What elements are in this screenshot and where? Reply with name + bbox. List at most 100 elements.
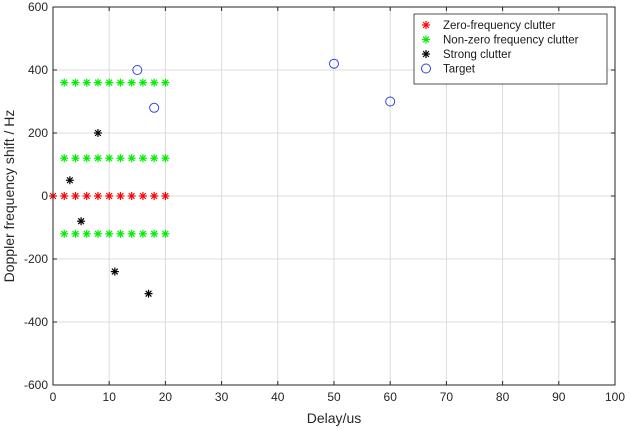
zero-frequency-clutter-point — [127, 192, 136, 200]
marker-stroke — [162, 154, 169, 162]
marker-stroke — [105, 79, 113, 86]
target-point — [329, 58, 339, 69]
non-zero-frequency-clutter-point — [127, 229, 136, 238]
marker-stroke — [94, 230, 102, 238]
marker-stroke — [150, 154, 158, 162]
non-zero-frequency-clutter-point — [150, 229, 159, 238]
non-zero-frequency-clutter-point — [60, 229, 69, 238]
marker-stroke — [128, 79, 135, 86]
non-zero-frequency-clutter-point — [93, 229, 102, 238]
y-tick-label: 600 — [28, 0, 48, 14]
y-tick-label: 0 — [41, 189, 48, 203]
legend-zero-frequency-clutter-label: Zero-frequency clutter — [443, 20, 556, 32]
x-tick-label: 20 — [159, 390, 173, 404]
zero-frequency-clutter-point — [116, 192, 125, 200]
zero-frequency-clutter-point — [161, 192, 170, 200]
legend-strong-clutter-marker — [422, 50, 430, 58]
x-tick-label: 30 — [215, 390, 229, 404]
marker-stroke — [117, 154, 124, 162]
marker-stroke — [60, 154, 68, 162]
strong-clutter-point — [65, 176, 74, 185]
marker-stroke — [66, 176, 74, 184]
zero-frequency-clutter-point — [60, 192, 69, 200]
marker-stroke — [105, 192, 113, 200]
non-zero-frequency-clutter-point — [127, 78, 136, 87]
x-tick-label: 90 — [552, 390, 566, 404]
marker-stroke — [105, 230, 113, 238]
strong-clutter-point — [93, 129, 102, 137]
zero-frequency-clutter-point — [105, 192, 114, 200]
marker-stroke — [94, 154, 102, 162]
marker-stroke — [162, 79, 169, 86]
legend-zero-frequency-clutter-marker — [422, 21, 430, 29]
marker-stroke — [150, 192, 158, 200]
legend-target-marker — [421, 63, 431, 74]
non-zero-frequency-clutter-point — [138, 78, 147, 87]
marker-stroke — [72, 192, 79, 200]
marker-stroke — [60, 79, 68, 86]
legend-non-zero-frequency-clutter-label: Non-zero frequency clutter — [443, 35, 579, 47]
marker-stroke — [150, 230, 158, 238]
legend-target-label: Target — [443, 64, 476, 76]
legend: Zero-frequency clutter Non-zero frequency… — [413, 13, 608, 85]
zero-frequency-clutter-point — [82, 192, 91, 200]
marker-stroke — [94, 79, 102, 86]
x-tick-label: 70 — [440, 390, 454, 404]
marker-stroke — [139, 230, 147, 238]
target-point — [385, 96, 396, 107]
non-zero-frequency-clutter-point — [116, 229, 125, 238]
marker-stroke — [422, 36, 430, 43]
y-axis-title: Doppler frequency shift / Hz — [1, 110, 17, 283]
marker-stroke — [145, 290, 152, 297]
y-tick-label: 400 — [28, 63, 48, 77]
x-tick-label: 10 — [103, 390, 117, 404]
strong-clutter-point — [110, 267, 119, 276]
x-axis-title: Delay/us — [307, 410, 361, 426]
x-tick-label: 40 — [271, 390, 285, 404]
marker-stroke — [72, 154, 79, 162]
non-zero-frequency-clutter-point — [161, 78, 170, 87]
non-zero-frequency-clutter-point — [105, 154, 114, 163]
non-zero-frequency-clutter-point — [116, 78, 125, 87]
marker-stroke — [94, 192, 102, 200]
marker-stroke — [60, 192, 68, 200]
marker-stroke — [83, 230, 91, 238]
legend-box — [413, 13, 608, 85]
marker-stroke — [117, 192, 124, 200]
zero-frequency-clutter-point — [93, 192, 102, 200]
non-zero-frequency-clutter-point — [161, 229, 170, 238]
non-zero-frequency-clutter-point — [138, 154, 147, 163]
marker-stroke — [111, 268, 119, 275]
marker-stroke — [117, 79, 124, 86]
marker-stroke — [128, 154, 135, 162]
marker-stroke — [162, 192, 169, 200]
tick-labels: 0 10 20 30 40 50 60 70 80 90 100 -600 -400 -200 0 200 40… — [24, 0, 625, 404]
non-zero-frequency-clutter-point — [161, 154, 170, 163]
non-zero-frequency-clutter-point — [82, 229, 91, 238]
marker-stroke — [139, 192, 147, 200]
non-zero-frequency-clutter-point — [105, 78, 114, 87]
marker-stroke — [422, 50, 430, 58]
non-zero-frequency-clutter-point — [82, 154, 91, 163]
y-tick-label: -200 — [24, 252, 48, 266]
non-zero-frequency-clutter-point — [150, 78, 159, 87]
non-zero-frequency-clutter-point — [93, 78, 102, 87]
legend-strong-clutter-label: Strong clutter — [443, 49, 512, 61]
marker-stroke — [117, 230, 124, 238]
non-zero-frequency-clutter-point — [127, 154, 136, 163]
y-tick-label: 200 — [28, 126, 48, 140]
x-tick-label: 0 — [50, 390, 57, 404]
non-zero-frequency-clutter-point — [71, 154, 80, 163]
non-zero-frequency-clutter-point — [60, 78, 69, 87]
non-zero-frequency-clutter-point — [138, 229, 147, 238]
zero-frequency-clutter-point — [71, 192, 80, 200]
target-point — [132, 65, 143, 75]
zero-frequency-clutter-point — [138, 192, 147, 200]
non-zero-frequency-clutter-point — [82, 78, 91, 87]
marker-stroke — [162, 230, 169, 238]
target-point — [149, 102, 160, 113]
non-zero-frequency-clutter-point — [150, 154, 159, 163]
marker-stroke — [60, 230, 68, 238]
non-zero-frequency-clutter-point — [116, 154, 125, 163]
